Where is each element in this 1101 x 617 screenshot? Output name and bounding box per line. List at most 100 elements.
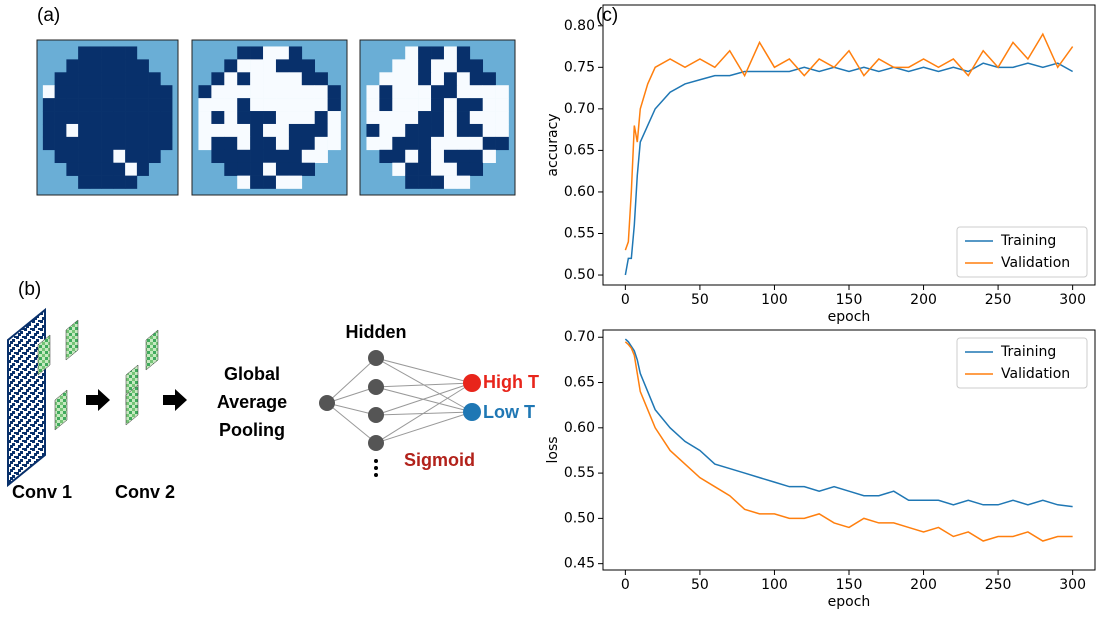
spin: [379, 72, 393, 86]
spin: [198, 98, 212, 112]
spin: [250, 136, 264, 151]
spin: [224, 85, 238, 99]
spin: [443, 46, 458, 60]
spin: [288, 136, 303, 151]
legend-label: Training: [1000, 233, 1056, 249]
spin: [211, 111, 225, 125]
spin: [160, 85, 173, 99]
cnn-diagram: Conv 1 Conv 2 Global Average Pooling Hid…: [7, 307, 539, 502]
spin: [89, 46, 102, 60]
spin: [392, 59, 406, 73]
spin: [237, 59, 251, 73]
spin: [148, 111, 161, 125]
spin: [482, 123, 496, 138]
spin: [250, 72, 264, 86]
spin: [405, 72, 419, 86]
spin: [392, 136, 406, 151]
spin: [392, 98, 406, 112]
spin: [301, 59, 316, 73]
spin: [482, 98, 496, 112]
spin: [301, 149, 316, 164]
spin: [237, 85, 251, 99]
spin: [160, 111, 173, 125]
x-tick-label: 100: [761, 292, 788, 308]
spin: [66, 72, 79, 86]
y-tick-label: 0.60: [564, 184, 595, 200]
spin: [101, 162, 114, 176]
spin: [78, 85, 91, 99]
spin: [78, 175, 91, 189]
spin: [275, 136, 290, 151]
x-tick-label: 0: [621, 577, 630, 593]
spin: [125, 72, 138, 86]
spin: [89, 59, 102, 73]
spin: [42, 85, 55, 99]
spin: [250, 98, 264, 112]
spin: [148, 136, 161, 151]
spin: [224, 136, 238, 151]
spin: [366, 98, 380, 112]
series-line: [624, 338, 1073, 508]
spin: [42, 111, 55, 125]
spin: [113, 98, 126, 112]
spin: [301, 111, 316, 125]
spin: [418, 175, 432, 189]
spin: [456, 46, 471, 60]
spin: [113, 162, 126, 176]
spin: [148, 149, 161, 164]
spin: [366, 136, 380, 151]
spin: [136, 123, 149, 138]
spin: [101, 72, 114, 86]
spin: [211, 123, 225, 138]
spin: [482, 85, 496, 99]
spin: [495, 85, 509, 99]
x-tick-label: 300: [1059, 577, 1086, 593]
spin: [224, 59, 238, 73]
spin: [314, 111, 328, 125]
spin: [431, 85, 445, 99]
spin: [250, 149, 264, 164]
x-tick-label: 250: [985, 292, 1012, 308]
spin: [443, 98, 458, 112]
spin: [101, 111, 114, 125]
spin: [482, 136, 496, 151]
spin: [148, 123, 161, 138]
spin: [392, 111, 406, 125]
spin: [211, 72, 225, 86]
label: Hidden: [346, 322, 407, 342]
x-axis-label: epoch: [828, 594, 871, 610]
spin: [418, 98, 432, 112]
spin: [224, 123, 238, 138]
spin: [89, 175, 102, 189]
label: Global: [224, 364, 280, 384]
spin: [89, 149, 102, 164]
spin: [456, 72, 471, 86]
label: Pooling: [219, 420, 285, 440]
spin: [224, 111, 238, 125]
spin: [237, 123, 251, 138]
y-tick-label: 0.50: [564, 510, 595, 526]
x-tick-label: 50: [691, 292, 709, 308]
spin: [101, 175, 114, 189]
x-tick-label: 100: [761, 577, 788, 593]
spin: [237, 98, 251, 112]
spin: [314, 98, 328, 112]
spin: [443, 123, 458, 138]
spin: [495, 98, 509, 112]
spin: [443, 162, 458, 176]
legend-label: Validation: [1001, 255, 1070, 271]
spin: [136, 72, 149, 86]
label: Conv 1: [12, 482, 72, 502]
spin: [113, 111, 126, 125]
spin: [405, 59, 419, 73]
y-tick-label: 0.50: [564, 267, 595, 283]
spin: [482, 111, 496, 125]
spin: [101, 46, 114, 60]
spin: [125, 111, 138, 125]
spin: [456, 59, 471, 73]
spin: [250, 111, 264, 125]
legend-label: Training: [1000, 344, 1056, 360]
spin: [288, 123, 303, 138]
spin: [301, 98, 316, 112]
spin: [314, 149, 328, 164]
